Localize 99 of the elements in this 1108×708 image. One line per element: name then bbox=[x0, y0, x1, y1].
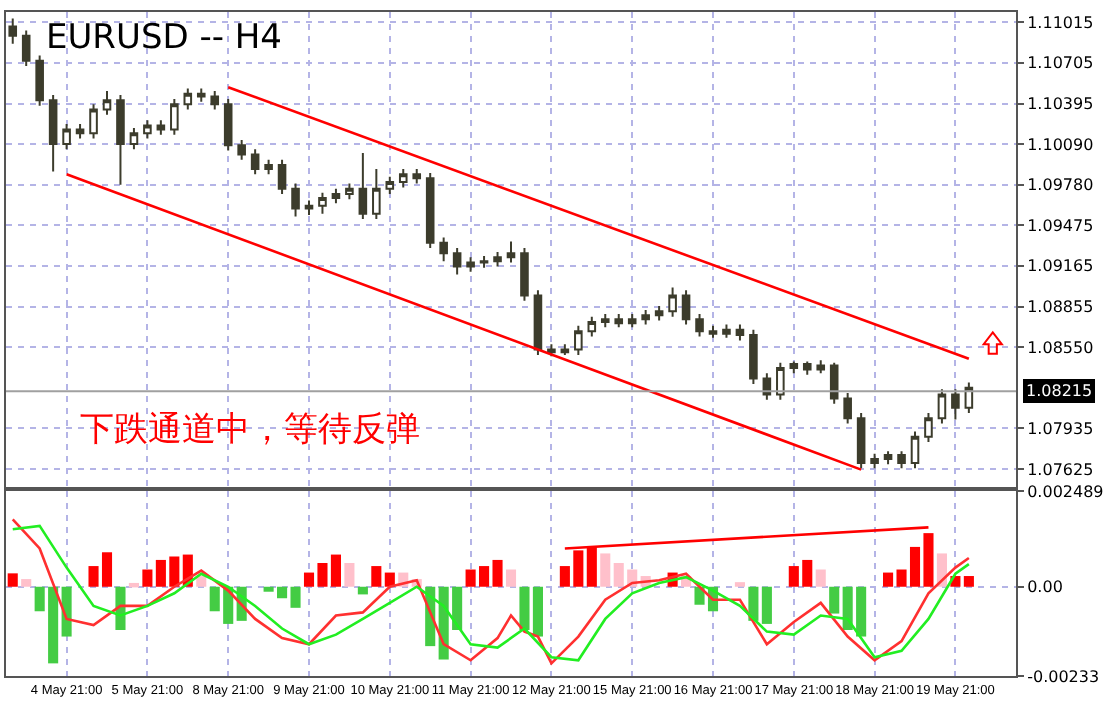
candlestick bbox=[170, 98, 179, 136]
candlestick bbox=[641, 309, 650, 326]
candlestick bbox=[883, 450, 893, 466]
candlestick bbox=[345, 182, 354, 201]
candlestick bbox=[937, 388, 947, 425]
candlestick bbox=[89, 103, 98, 140]
candlestick bbox=[277, 158, 287, 195]
candlestick bbox=[116, 94, 125, 186]
candlestick bbox=[331, 187, 341, 205]
candlestick bbox=[520, 247, 529, 302]
candlestick bbox=[587, 315, 597, 338]
candlestick bbox=[102, 90, 112, 116]
candlestick bbox=[156, 119, 166, 136]
candlestick bbox=[412, 167, 422, 185]
y-tick-label: 1.08550 bbox=[1027, 338, 1094, 357]
bar bbox=[761, 586, 772, 624]
candlestick bbox=[789, 360, 799, 375]
bar bbox=[21, 579, 32, 587]
candlestick bbox=[466, 256, 475, 273]
y-tick-label: -0.00233 bbox=[1027, 667, 1100, 686]
candlestick bbox=[681, 289, 691, 326]
candlestick bbox=[75, 123, 85, 140]
candlestick bbox=[398, 167, 408, 189]
bar bbox=[371, 566, 382, 587]
bar bbox=[7, 573, 18, 587]
candlestick bbox=[614, 313, 624, 329]
y-tick-label: 1.09475 bbox=[1027, 216, 1094, 235]
candlestick bbox=[291, 182, 300, 218]
candlestick bbox=[735, 323, 745, 342]
candlestick bbox=[385, 175, 395, 195]
annotation: 下跌通道中，等待反弹 bbox=[80, 410, 420, 450]
candlestick bbox=[143, 119, 152, 140]
y-tick-label: 1.07625 bbox=[1027, 460, 1094, 479]
candlestick bbox=[951, 388, 960, 421]
candlestick bbox=[843, 392, 852, 425]
candlestick bbox=[62, 123, 71, 151]
y-tick-label: 1.08855 bbox=[1027, 298, 1094, 317]
candlestick bbox=[816, 359, 826, 375]
bar bbox=[815, 569, 826, 587]
candlestick bbox=[870, 452, 879, 470]
y-tick-label: 1.09165 bbox=[1027, 257, 1094, 276]
candlestick bbox=[627, 313, 637, 329]
candlestick bbox=[829, 361, 839, 405]
bar bbox=[505, 569, 517, 587]
candlestick bbox=[237, 138, 246, 161]
y-tick-label: 1.11015 bbox=[1027, 13, 1094, 32]
bar bbox=[196, 576, 207, 587]
candlestick bbox=[654, 305, 664, 322]
candlestick bbox=[358, 152, 368, 221]
candlestick bbox=[35, 54, 44, 107]
y-tick-label: 1.10395 bbox=[1027, 95, 1094, 114]
bar bbox=[142, 569, 153, 587]
candlestick bbox=[21, 29, 31, 68]
candlestick bbox=[129, 127, 139, 151]
candlestick bbox=[425, 171, 435, 250]
candlestick bbox=[924, 411, 933, 443]
candlestick bbox=[48, 94, 58, 173]
candlestick bbox=[372, 167, 381, 221]
candlestick bbox=[668, 286, 677, 318]
y-tick-label: 1.10090 bbox=[1027, 135, 1094, 154]
y-tick-label: 1.07935 bbox=[1027, 419, 1094, 438]
candlestick bbox=[910, 430, 920, 470]
candlestick bbox=[223, 98, 233, 152]
candlestick bbox=[600, 313, 610, 329]
candlestick bbox=[250, 148, 260, 176]
candlestick bbox=[452, 247, 462, 276]
candlestick bbox=[479, 254, 489, 269]
candlestick bbox=[856, 411, 866, 470]
bar bbox=[829, 586, 840, 614]
candlestick bbox=[533, 289, 543, 356]
candlestick bbox=[8, 17, 18, 45]
bar bbox=[344, 563, 355, 587]
candlestick bbox=[183, 87, 193, 111]
candlestick bbox=[695, 313, 704, 338]
y-tick-label: 1.09780 bbox=[1027, 176, 1094, 195]
candlestick bbox=[897, 450, 906, 470]
candlestick bbox=[722, 323, 731, 339]
candlestick bbox=[210, 90, 220, 111]
y-tick-label: 0.002489 bbox=[1027, 483, 1104, 502]
bar bbox=[600, 553, 611, 587]
candlestick bbox=[506, 240, 516, 264]
bar bbox=[963, 576, 974, 587]
candlestick bbox=[196, 87, 206, 103]
chart-title: EURUSD -- H4 bbox=[46, 18, 282, 58]
candlestick bbox=[776, 361, 785, 401]
candlestick bbox=[802, 360, 812, 376]
candlestick bbox=[318, 191, 327, 215]
candlestick bbox=[560, 343, 570, 356]
candlestick bbox=[264, 158, 273, 176]
candlestick bbox=[439, 236, 448, 263]
bar bbox=[357, 586, 368, 595]
y-tick-label: 0.00 bbox=[1027, 578, 1063, 597]
candlestick bbox=[304, 199, 314, 217]
candlestick bbox=[493, 251, 502, 268]
ref-line-label: 1.08215 bbox=[1026, 382, 1093, 400]
candlestick bbox=[708, 324, 718, 339]
y-tick-label: 1.10705 bbox=[1027, 54, 1094, 73]
candlestick bbox=[749, 328, 758, 385]
candlestick bbox=[574, 324, 583, 356]
